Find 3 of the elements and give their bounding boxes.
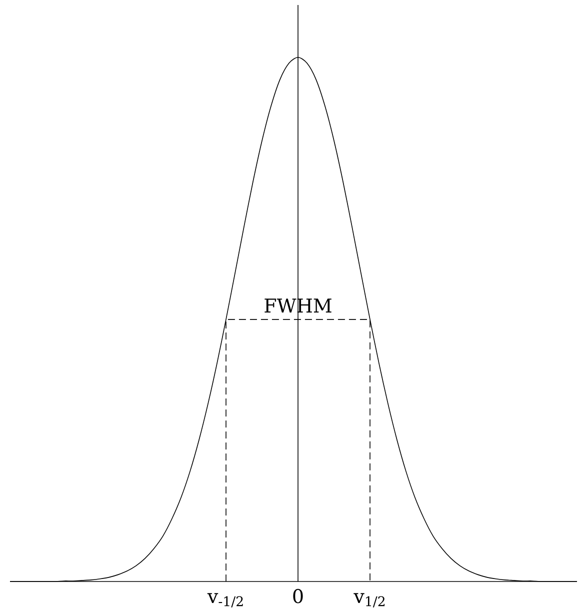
x-tick-label: v$_{1/2}$: [354, 593, 385, 608]
x-tick-label: v$_{-1/2}$: [207, 593, 243, 608]
x-tick-label: 0: [293, 588, 303, 604]
